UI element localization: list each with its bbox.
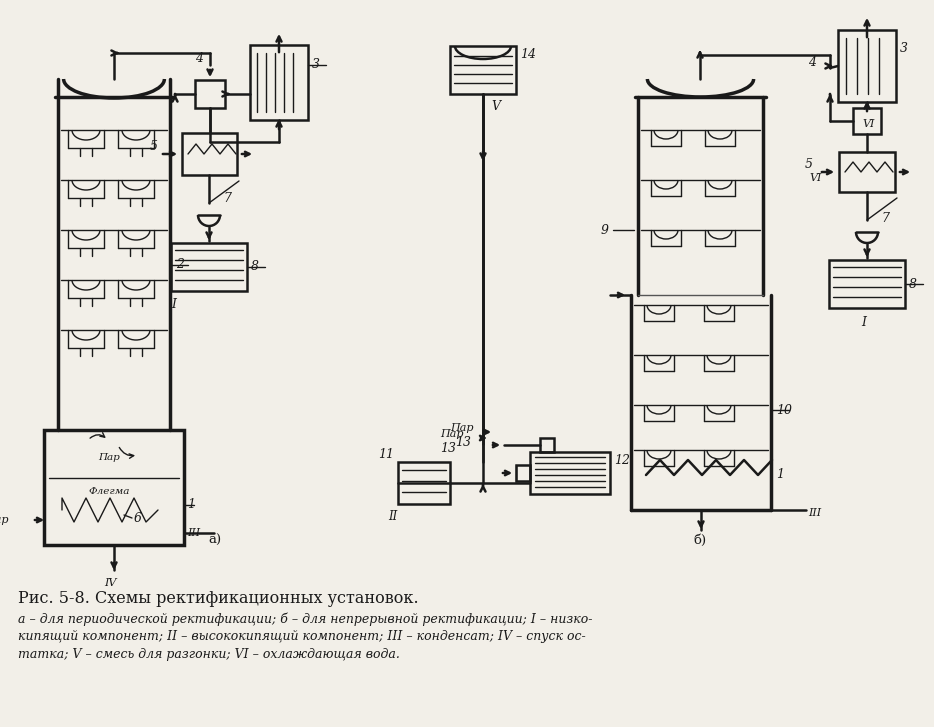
Text: б): б) xyxy=(693,534,706,547)
Text: 13: 13 xyxy=(440,441,456,454)
Text: 8: 8 xyxy=(251,260,259,273)
Text: Рис. 5-8. Схемы ректификационных установок.: Рис. 5-8. Схемы ректификационных установ… xyxy=(18,590,418,607)
Bar xyxy=(839,152,895,192)
Text: Пар: Пар xyxy=(450,423,474,433)
Bar xyxy=(540,438,554,452)
Text: VI: VI xyxy=(809,173,821,183)
Text: 14: 14 xyxy=(520,47,536,60)
Bar xyxy=(853,108,881,134)
Bar xyxy=(838,30,896,102)
Bar xyxy=(44,430,184,545)
Text: 6: 6 xyxy=(134,512,142,524)
Text: III: III xyxy=(808,508,821,518)
Bar xyxy=(530,452,610,494)
Text: 7: 7 xyxy=(223,191,231,204)
Text: VI: VI xyxy=(862,119,874,129)
Bar xyxy=(171,243,247,291)
Text: 1: 1 xyxy=(776,468,784,481)
Text: 4: 4 xyxy=(195,52,203,65)
Bar xyxy=(450,46,516,94)
Text: Пар: Пар xyxy=(0,515,9,525)
Text: кипящий компонент; II – высококипящий компонент; III – конденсат; IV – спуск ос-: кипящий компонент; II – высококипящий ко… xyxy=(18,630,586,643)
Text: 8: 8 xyxy=(909,278,917,291)
Text: татка; V – смесь для разгонки; VI – охлаждающая вода.: татка; V – смесь для разгонки; VI – охла… xyxy=(18,648,400,661)
Text: III: III xyxy=(187,528,200,538)
Bar xyxy=(195,80,225,108)
Text: Пар: Пар xyxy=(440,429,463,439)
Text: 5: 5 xyxy=(150,140,158,153)
Text: 1: 1 xyxy=(187,499,195,512)
Text: 9: 9 xyxy=(601,223,609,236)
Text: 10: 10 xyxy=(776,403,792,417)
Text: Пар: Пар xyxy=(98,454,120,462)
Text: I: I xyxy=(172,299,177,311)
Text: 13: 13 xyxy=(455,435,471,449)
Text: 2: 2 xyxy=(176,259,184,271)
Bar xyxy=(829,260,905,308)
Bar xyxy=(516,465,530,481)
Text: а): а) xyxy=(208,534,221,547)
Text: 3: 3 xyxy=(900,41,908,55)
Text: 5: 5 xyxy=(805,158,813,171)
Text: 12: 12 xyxy=(614,454,630,467)
Bar xyxy=(182,133,237,175)
Text: 11: 11 xyxy=(378,448,394,460)
Text: Флегма: Флегма xyxy=(89,488,130,497)
Bar xyxy=(250,45,308,120)
Bar xyxy=(398,462,450,504)
Text: V: V xyxy=(491,100,500,113)
Text: 7: 7 xyxy=(881,212,889,225)
Text: II: II xyxy=(389,510,398,523)
Text: а – для периодической ректификации; б – для непрерывной ректификации; I – низко-: а – для периодической ректификации; б – … xyxy=(18,612,592,625)
Text: IV: IV xyxy=(104,578,117,588)
Text: 4: 4 xyxy=(808,55,816,68)
Text: I: I xyxy=(861,316,867,329)
Text: 3: 3 xyxy=(312,58,320,71)
